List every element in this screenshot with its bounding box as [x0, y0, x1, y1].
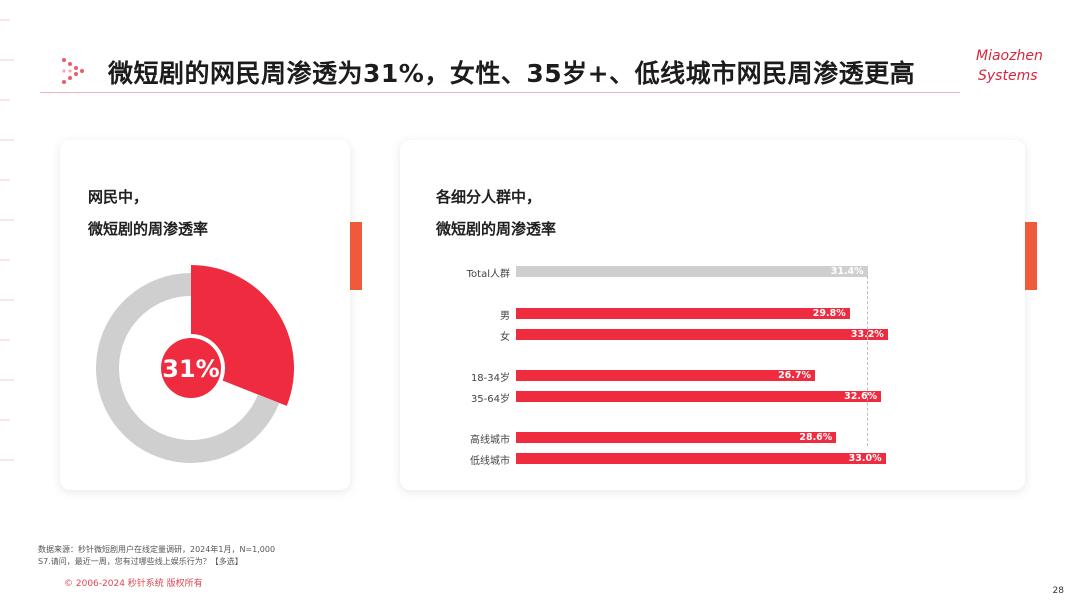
copyright: © 2006-2024 秒针系统 版权所有 — [64, 579, 203, 589]
overall-penetration-card: 网民中， 微短剧的周渗透率 31% — [60, 140, 350, 490]
header: 微短剧的网民周渗透为31%，女性、35岁+、低线城市网民周渗透更高 — [56, 38, 1056, 98]
logo-line2: Systems — [978, 68, 1038, 84]
bar-category-label: 高线城市 — [470, 435, 510, 446]
right-card-title-line1: 各细分人群中， — [436, 188, 542, 206]
left-accent-tab — [350, 222, 362, 290]
bar-value-label: 33.0% — [848, 453, 882, 464]
bar-value-label: 26.7% — [778, 370, 812, 381]
bar-category-label: 低线城市 — [470, 456, 510, 467]
bar-category-label: 男 — [500, 311, 510, 322]
donut-center-badge — [161, 338, 221, 398]
arrow-right-icon — [62, 58, 84, 84]
bar-category-label: 18-34岁 — [470, 373, 510, 384]
bar-value-label: 31.4% — [830, 266, 864, 277]
page-number: 28 — [1052, 586, 1064, 596]
left-card-title-line1: 网民中， — [88, 188, 149, 206]
data-source: 数据来源：秒针微短剧用户在线定量调研，2024年1月，N=1,000 — [38, 545, 276, 554]
logo-line1: Miaozhen — [976, 48, 1042, 64]
title-divider — [40, 92, 960, 93]
survey-question: S7.请问，最近一周，您有过哪些线上娱乐行为？【多选】 — [38, 557, 243, 566]
bar — [516, 329, 888, 340]
right-accent-tab — [1025, 222, 1037, 290]
bar-value-label: 28.6% — [799, 432, 833, 443]
left-card-title-line2: 微短剧的周渗透率 — [88, 220, 209, 238]
bar — [516, 308, 850, 319]
right-card-title-line2: 微短剧的周渗透率 — [436, 220, 557, 238]
page-title: 微短剧的网民周渗透为31%，女性、35岁+、低线城市网民周渗透更高 — [108, 59, 916, 88]
bar-value-label: 33.2% — [850, 329, 884, 340]
bar — [516, 266, 868, 277]
decorative-ticks — [0, 19, 14, 461]
bar — [516, 391, 882, 402]
bar-category-label: 女 — [500, 332, 510, 343]
bar — [516, 370, 816, 381]
donut-chart: 31% — [96, 265, 294, 463]
bar — [516, 432, 837, 443]
bar — [516, 453, 886, 464]
segment-penetration-card: 各细分人群中， 微短剧的周渗透率 Total人群 31.4% 男 29.8% 女 33.2… — [400, 140, 1025, 490]
donut-center-label: 31% — [162, 355, 219, 383]
bar-category-label: Total人群 — [466, 269, 510, 280]
footnote: 数据来源：秒针微短剧用户在线定量调研，2024年1月，N=1,000 S7.请问… — [38, 544, 275, 568]
miaozhen-logo: Miaozhen Systems — [976, 48, 1042, 84]
bar-value-label: 32.6% — [844, 391, 878, 402]
reference-line — [866, 276, 868, 446]
bar-value-label: 29.8% — [812, 308, 846, 319]
bar-category-label: 35-64岁 — [470, 394, 510, 405]
